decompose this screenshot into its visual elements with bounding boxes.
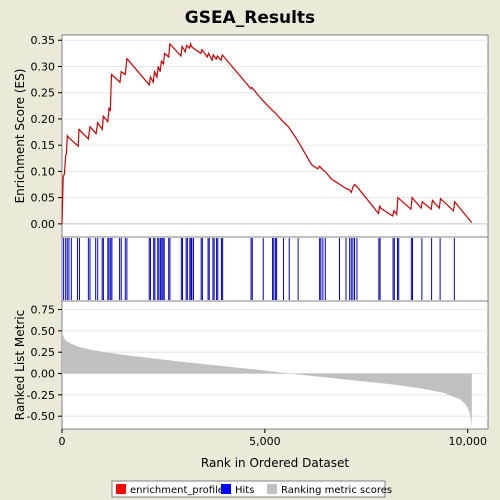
enrichment-gridlines — [62, 39, 488, 225]
legend: enrichment_profile Hits Ranking metric s… — [111, 480, 392, 498]
hits-markers — [63, 238, 455, 300]
metric-y-axis: 0.75 0.50 0.25 0.00 -0.25 -0.50 — [27, 304, 62, 423]
x-tick-label: 10,000 — [448, 435, 487, 448]
chart-title: GSEA_Results — [185, 8, 315, 28]
legend-label-ranking-metric: Ranking metric scores — [281, 485, 392, 496]
metric-y-tick-label: -0.25 — [27, 389, 55, 402]
enrichment-profile-line — [61, 41, 473, 224]
legend-box — [111, 480, 386, 498]
x-axis-label: Rank in Ordered Dataset — [201, 456, 349, 470]
ranking-metric-area — [62, 324, 472, 427]
enrichment-y-tick-label: 0.10 — [31, 165, 56, 178]
metric-y-tick-label: 0.75 — [31, 304, 56, 317]
enrichment-y-label: Enrichment Score (ES) — [13, 69, 27, 204]
enrichment-y-axis: 0.00 0.05 0.10 0.15 0.20 0.25 0.30 0.35 — [31, 34, 62, 231]
enrichment-y-tick-label: 0.30 — [31, 60, 56, 73]
enrichment-y-tick-label: 0.05 — [31, 192, 56, 205]
legend-label-hits: Hits — [235, 485, 254, 496]
metric-y-tick-label: 0.25 — [31, 346, 56, 359]
metric-y-tick-label: -0.50 — [27, 410, 55, 423]
legend-label-enrichment-profile: enrichment_profile — [130, 485, 224, 496]
metric-y-tick-label: 0.50 — [31, 325, 56, 338]
metric-y-tick-label: 0.00 — [31, 368, 56, 381]
legend-swatch-ranking-metric — [267, 484, 277, 494]
x-tick-label: 0 — [59, 435, 66, 448]
legend-swatch-hits — [221, 484, 231, 494]
enrichment-y-tick-label: 0.15 — [31, 139, 56, 152]
x-tick-label: 5,000 — [249, 435, 281, 448]
metric-y-label: Ranked List Metric — [13, 310, 27, 420]
x-axis: 0 5,000 10,000 — [59, 429, 487, 448]
enrichment-y-tick-label: 0.00 — [31, 218, 56, 231]
enrichment-y-tick-label: 0.25 — [31, 87, 56, 100]
legend-swatch-enrichment-profile — [116, 484, 126, 494]
enrichment-y-tick-label: 0.20 — [31, 113, 56, 126]
enrichment-y-tick-label: 0.35 — [31, 34, 56, 47]
